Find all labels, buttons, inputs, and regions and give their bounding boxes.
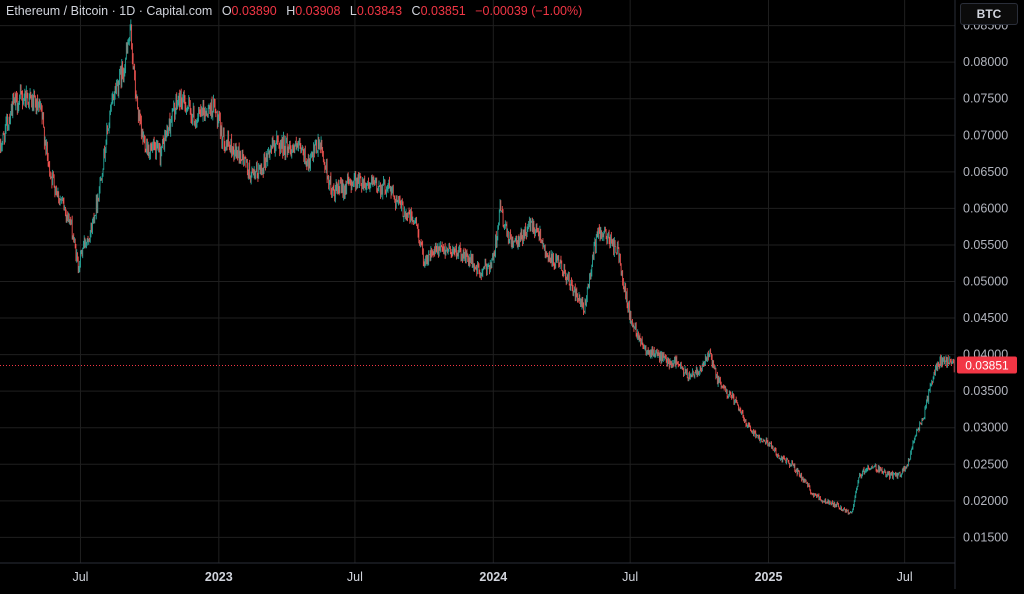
y-tick-label: 0.07000 [963,128,1008,142]
y-tick-label: 0.05000 [963,275,1008,289]
y-tick-label: 0.01500 [963,530,1008,544]
y-tick-label: 0.05500 [963,238,1008,252]
x-tick-label: 2024 [479,570,507,584]
change-value: −0.00039 (−1.00%) [475,4,583,18]
y-tick-label: 0.03000 [963,421,1008,435]
y-tick-label: 0.02500 [963,457,1008,471]
x-tick-label: Jul [347,570,363,584]
low-label: L [349,4,357,18]
high-label: H [286,4,296,18]
time-axis[interactable]: Jul 2023 Jul 2024 Jul 2025 Jul [72,570,912,584]
symbol-title[interactable]: Ethereum / Bitcoin · 1D · Capital.com [6,4,213,18]
open-value: 0.03890 [231,4,277,18]
last-price-label: 0.03851 [965,359,1009,373]
y-tick-label: 0.06000 [963,201,1008,215]
y-tick-label: 0.03500 [963,384,1008,398]
high-value: 0.03908 [295,4,341,18]
y-tick-label: 0.08000 [963,55,1008,69]
last-price-tag: 0.03851 [957,356,1017,374]
open-label: O [221,4,232,18]
x-tick-label: Jul [72,570,88,584]
y-tick-label: 0.04500 [963,311,1008,325]
y-tick-label: 0.02000 [963,494,1008,508]
close-label: C [411,4,421,18]
grid-lines [0,0,955,563]
y-tick-label: 0.06500 [963,165,1008,179]
x-tick-label: Jul [622,570,638,584]
price-axis[interactable]: 0.015000.020000.025000.030000.035000.040… [963,19,1008,545]
close-value: 0.03851 [420,4,466,18]
x-tick-label: 2025 [755,570,783,584]
candles [0,19,956,515]
y-tick-label: 0.07500 [963,92,1008,106]
low-value: 0.03843 [356,4,403,18]
x-tick-label: 2023 [205,570,233,584]
price-unit-button[interactable]: BTC [960,3,1018,25]
x-tick-label: Jul [897,570,913,584]
ohlc-legend: Ethereum / Bitcoin · 1D · Capital.com O0… [6,4,582,18]
